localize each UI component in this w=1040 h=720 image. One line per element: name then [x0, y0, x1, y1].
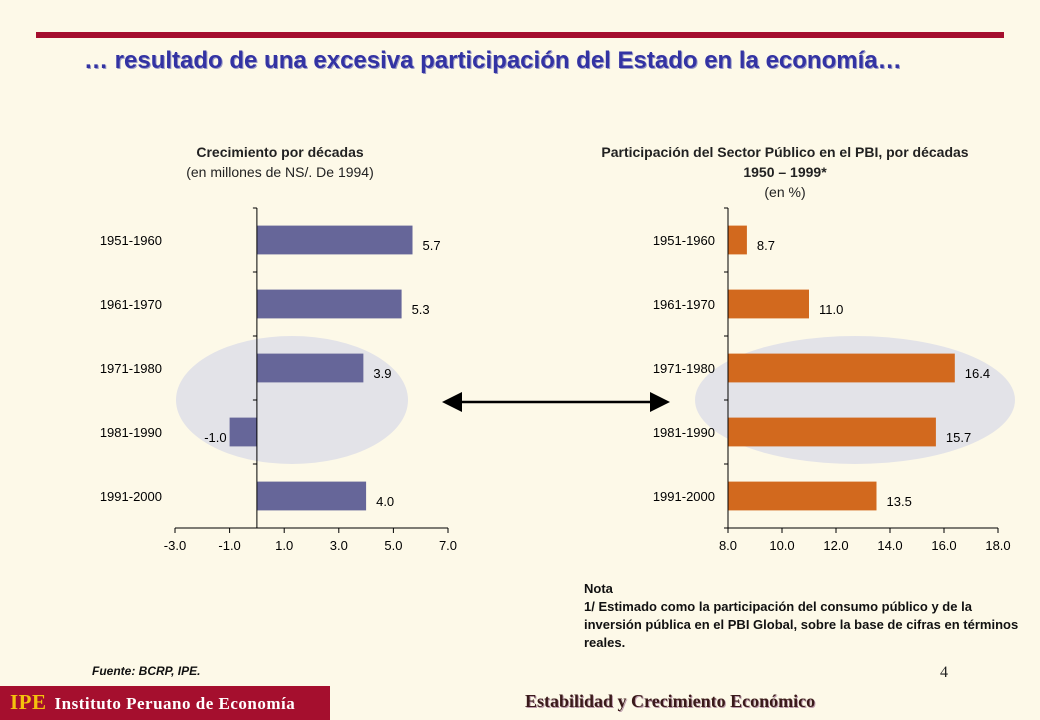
right-category-label: 1961-1970	[653, 297, 715, 312]
left-x-tick-label: -1.0	[218, 538, 240, 553]
left-bar	[256, 289, 402, 319]
right-category-label: 1951-1960	[653, 233, 715, 248]
right-x-tick-label: 18.0	[985, 538, 1010, 553]
institute-name: Instituto Peruano de Economía	[54, 694, 296, 713]
right-bar	[728, 353, 955, 383]
left-bar	[229, 417, 257, 447]
left-chart-subtitle: (en millones de NS/. De 1994)	[186, 164, 374, 180]
note-title: Nota	[584, 581, 613, 596]
right-x-tick-label: 14.0	[877, 538, 902, 553]
left-value-label: 4.0	[376, 494, 394, 509]
right-x-tick-label: 8.0	[719, 538, 737, 553]
footer-branding: IPE Instituto Peruano de Economía	[10, 690, 295, 715]
footer-presentation-panel: Estabilidad y Crecimiento Económico	[330, 686, 1040, 720]
right-chart-title: Participación del Sector Público en el P…	[601, 144, 969, 180]
left-x-tick-label: 3.0	[330, 538, 348, 553]
right-bar	[728, 417, 936, 447]
right-category-label: 1981-1990	[653, 425, 715, 440]
right-value-label: 8.7	[757, 238, 775, 253]
right-value-label: 16.4	[965, 366, 990, 381]
right-x-tick-label: 12.0	[823, 538, 848, 553]
right-chart-title-block: Participación del Sector Público en el P…	[600, 142, 970, 202]
left-category-label: 1981-1990	[100, 425, 162, 440]
right-bar	[728, 289, 809, 319]
note-block: Nota 1/ Estimado como la participación d…	[584, 580, 1024, 652]
left-bar	[256, 481, 367, 511]
left-x-tick-label: 1.0	[275, 538, 293, 553]
left-value-label: 5.3	[412, 302, 430, 317]
presentation-title: Estabilidad y Crecimiento Económico	[525, 691, 816, 711]
left-value-label: -1.0	[204, 430, 226, 445]
left-value-label: 3.9	[373, 366, 391, 381]
footer-bar: IPE Instituto Peruano de Economía Estabil…	[0, 686, 1040, 720]
right-chart-subtitle: (en %)	[764, 184, 806, 200]
left-category-label: 1991-2000	[100, 489, 162, 504]
left-category-label: 1961-1970	[100, 297, 162, 312]
right-bar	[728, 481, 877, 511]
top-accent-bar	[36, 32, 1004, 38]
left-x-tick-label: 5.0	[384, 538, 402, 553]
right-value-label: 11.0	[819, 302, 843, 317]
right-category-label: 1971-1980	[653, 361, 715, 376]
right-bar	[728, 225, 747, 255]
left-x-tick-label: 7.0	[439, 538, 457, 553]
left-value-label: 5.7	[423, 238, 441, 253]
slide-title: … resultado de una excesiva participació…	[84, 47, 902, 74]
source-note: Fuente: BCRP, IPE.	[92, 664, 201, 678]
left-chart-title: Crecimiento por décadas	[196, 144, 364, 160]
left-chart-title-block: Crecimiento por décadas (en millones de …	[150, 142, 410, 182]
right-x-tick-label: 10.0	[769, 538, 794, 553]
right-category-label: 1991-2000	[653, 489, 715, 504]
left-category-label: 1951-1960	[100, 233, 162, 248]
right-value-label: 15.7	[946, 430, 971, 445]
right-value-label: 13.5	[887, 494, 912, 509]
left-bar	[256, 225, 413, 255]
right-x-tick-label: 16.0	[931, 538, 956, 553]
left-x-tick-label: -3.0	[164, 538, 186, 553]
page-number: 4	[940, 664, 948, 681]
left-bar	[256, 353, 364, 383]
ipe-logo: IPE	[10, 690, 47, 714]
left-category-label: 1971-1980	[100, 361, 162, 376]
note-text: 1/ Estimado como la participación del co…	[584, 599, 1019, 650]
